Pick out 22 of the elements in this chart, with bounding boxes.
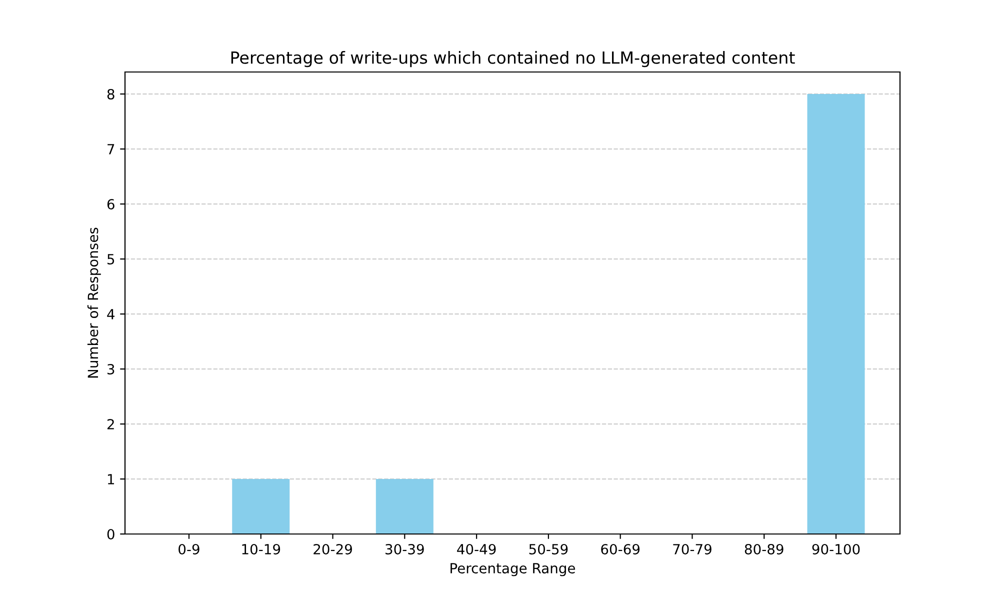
y-tick-label: 2	[107, 418, 114, 430]
x-tick-label: 90-100	[812, 544, 860, 554]
x-tick-label: 10-19	[242, 544, 280, 554]
x-tick-label: 70-79	[673, 544, 712, 554]
x-tick-label: 30-39	[386, 544, 424, 554]
y-tick-label: 0	[107, 528, 114, 540]
x-tick-label: 20-29	[314, 544, 352, 554]
y-tick-label: 4	[107, 309, 114, 320]
x-tick-label: 60-69	[601, 544, 640, 554]
x-tick-label: 40-49	[457, 544, 496, 554]
y-tick-label: 1	[108, 474, 114, 484]
x-axis-title: Percentage Range	[450, 563, 576, 576]
x-tick-label: 50-59	[529, 544, 568, 554]
y-tick-label: 5	[108, 254, 114, 264]
y-tick-label: 7	[108, 144, 114, 154]
y-tick-label: 6	[107, 198, 114, 210]
chart-title: Percentage of write-ups which contained no LLM-generated content	[231, 51, 795, 68]
y-tick-label: 3	[108, 364, 114, 374]
y-axis-title: Number of Responses	[87, 228, 101, 378]
x-tick-label: 80-89	[744, 544, 784, 554]
y-tick-label: 8	[107, 88, 114, 100]
x-tick-label: 0-9	[178, 544, 200, 554]
